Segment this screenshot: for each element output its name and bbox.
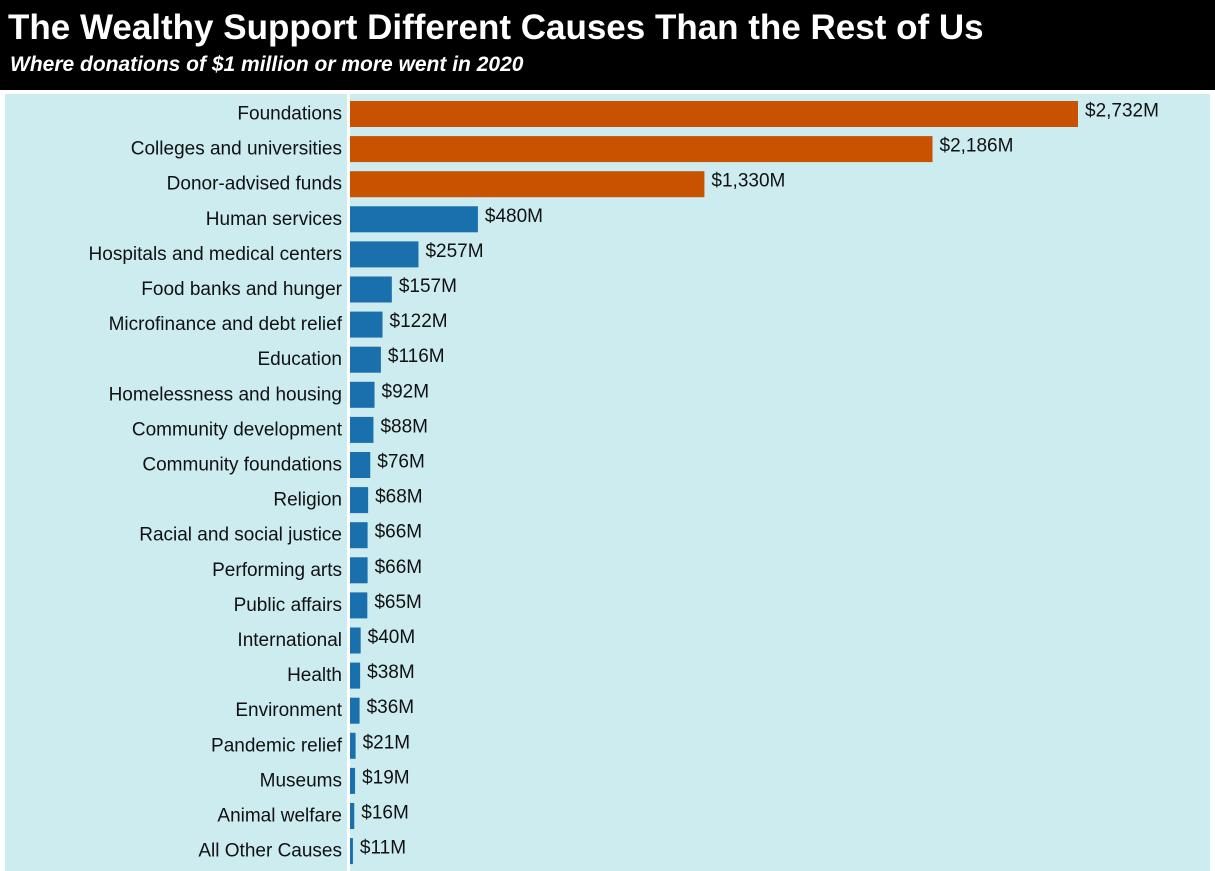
bar-row: Museums $19M — [260, 767, 410, 794]
bar — [350, 592, 368, 619]
bar — [350, 276, 392, 303]
category-label: Homelessness and housing — [109, 384, 342, 405]
value-label: $88M — [380, 416, 428, 437]
value-label: $66M — [375, 557, 423, 578]
bar-row: Hospitals and medical centers $257M — [89, 241, 484, 268]
bar-row: Community development $88M — [132, 416, 428, 443]
bar — [350, 697, 360, 724]
value-label: $65M — [374, 592, 422, 613]
category-label: Performing arts — [212, 560, 342, 581]
bar-row: Religion $68M — [273, 487, 423, 514]
category-label: Community foundations — [142, 455, 342, 476]
value-label: $92M — [382, 381, 430, 402]
bar — [350, 452, 371, 478]
category-label: Environment — [235, 700, 342, 721]
bar — [350, 241, 419, 268]
bar-row: Microfinance and debt relief $122M — [109, 311, 448, 338]
category-label: Public affairs — [234, 595, 342, 616]
value-label: $11M — [360, 838, 406, 859]
bar — [350, 206, 478, 233]
bar-row: Food banks and hunger $157M — [141, 276, 457, 303]
category-label: Museums — [260, 770, 342, 791]
bar — [350, 171, 705, 198]
category-label: Education — [257, 349, 342, 370]
bar-row: Human services $480M — [206, 206, 543, 233]
category-label: Religion — [273, 490, 342, 511]
bar-row: Colleges and universities $2,186M — [131, 136, 1014, 163]
value-label: $1,330M — [711, 171, 785, 192]
category-label: Microfinance and debt relief — [109, 314, 343, 335]
value-label: $76M — [377, 452, 425, 473]
bar — [350, 346, 381, 373]
value-label: $21M — [363, 732, 411, 753]
value-label: $257M — [425, 241, 483, 262]
bar-row: Homelessness and housing $92M — [109, 381, 429, 408]
bar — [350, 522, 368, 549]
category-label: Racial and social justice — [139, 525, 342, 546]
bar — [350, 732, 356, 759]
value-label: $66M — [375, 522, 423, 543]
bar-row: Health $38M — [287, 662, 415, 689]
value-label: $116M — [388, 346, 445, 367]
value-label: $16M — [361, 803, 409, 824]
bar-row: Environment $36M — [235, 697, 414, 724]
bar-row: All Other Causes $11M — [198, 838, 406, 865]
bar — [350, 101, 1078, 127]
bar — [350, 381, 375, 408]
bar — [350, 416, 374, 443]
bar-row: International $40M — [237, 627, 415, 654]
value-label: $40M — [368, 627, 416, 648]
value-label: $122M — [390, 311, 448, 332]
category-label: Pandemic relief — [211, 735, 343, 756]
value-label: $38M — [367, 662, 415, 683]
bar-chart: Foundations $2,732M Colleges and universit… — [89, 94, 1159, 871]
category-label: Animal welfare — [217, 806, 342, 827]
bar — [350, 627, 361, 654]
bar-row: Racial and social justice $66M — [139, 522, 422, 549]
bar — [350, 487, 369, 514]
category-label: Donor-advised funds — [167, 174, 342, 195]
title-bar: The Wealthy Support Different Causes Tha… — [0, 0, 1215, 90]
category-label: Foundations — [237, 104, 342, 125]
bar-row: Pandemic relief $21M — [211, 732, 410, 759]
y-axis-line — [347, 94, 350, 871]
bar — [350, 767, 356, 794]
category-label: Health — [287, 665, 342, 686]
category-label: Colleges and universities — [131, 139, 342, 160]
value-label: $68M — [375, 487, 423, 508]
category-label: All Other Causes — [198, 841, 342, 862]
bar — [350, 803, 355, 829]
bar — [350, 136, 933, 163]
plot-area: Foundations $2,732M Colleges and universit… — [5, 94, 1210, 871]
value-label: $19M — [362, 767, 410, 788]
bar — [350, 557, 368, 584]
category-label: Community development — [132, 419, 343, 440]
bar-row: Public affairs $65M — [234, 592, 422, 619]
bar-row: Donor-advised funds $1,330M — [167, 171, 785, 198]
bar-row: Community foundations $76M — [142, 452, 425, 478]
bar-row: Foundations $2,732M — [237, 101, 1159, 127]
bar-row: Performing arts $66M — [212, 557, 422, 584]
value-label: $480M — [485, 206, 543, 227]
category-label: Food banks and hunger — [141, 279, 342, 300]
bar — [350, 662, 361, 689]
value-label: $2,732M — [1085, 101, 1159, 122]
value-label: $157M — [399, 276, 457, 297]
chart-title: The Wealthy Support Different Causes Tha… — [8, 8, 984, 47]
category-label: International — [237, 630, 342, 651]
category-label: Human services — [206, 209, 342, 230]
chart-subtitle: Where donations of $1 million or more we… — [10, 53, 524, 76]
category-label: Hospitals and medical centers — [89, 244, 342, 265]
bar — [350, 838, 353, 865]
bar-row: Animal welfare $16M — [217, 803, 409, 829]
value-label: $36M — [367, 697, 415, 718]
bar — [350, 311, 383, 338]
bar-row: Education $116M — [257, 346, 445, 373]
value-label: $2,186M — [940, 136, 1014, 157]
